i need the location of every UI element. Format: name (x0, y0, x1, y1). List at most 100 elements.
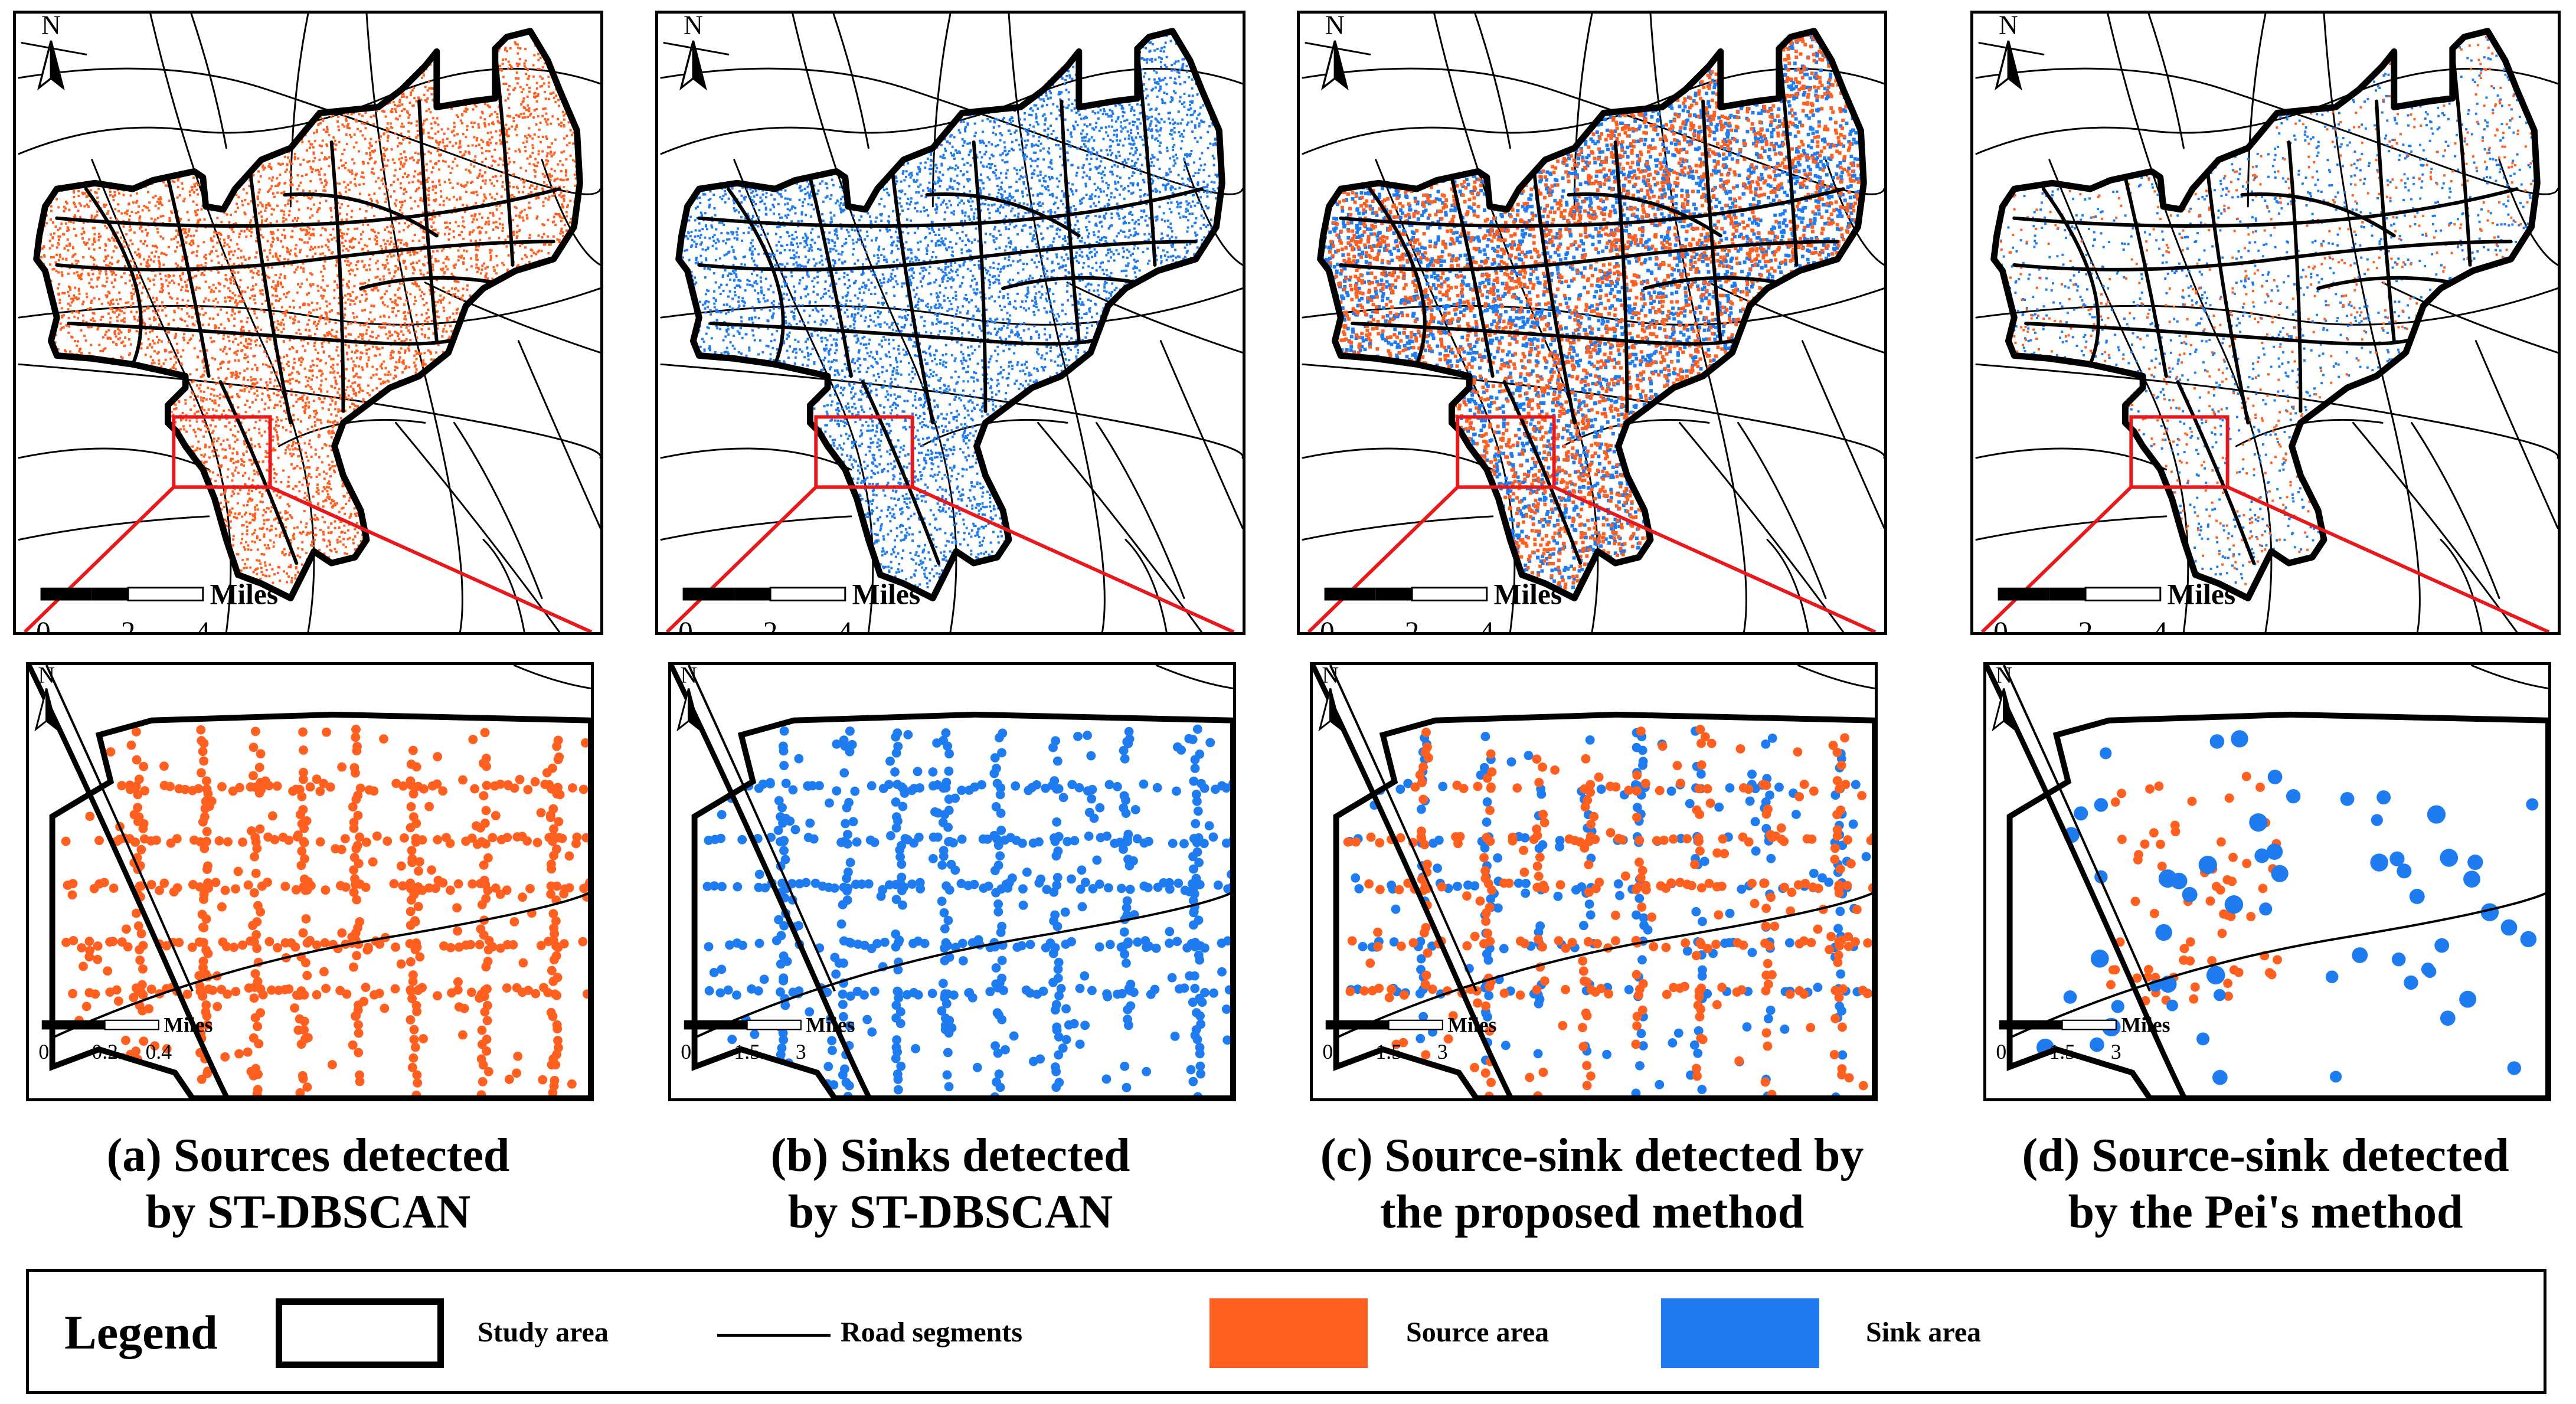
source-point (349, 293, 351, 296)
source-point (540, 140, 542, 143)
source-point (266, 519, 269, 522)
source-point (355, 548, 358, 551)
source-point (471, 144, 474, 147)
source-point (251, 294, 254, 297)
source-point (265, 274, 268, 277)
source-point (515, 125, 518, 128)
source-point (276, 184, 279, 187)
source-point (468, 150, 470, 153)
source-point (322, 533, 325, 536)
source-point (210, 237, 213, 240)
source-point (50, 256, 53, 258)
source-point (272, 236, 274, 239)
source-point (158, 362, 161, 365)
source-point (344, 190, 347, 193)
source-point (223, 327, 226, 330)
source-point (481, 202, 484, 205)
source-point (228, 384, 231, 387)
source-point (291, 184, 294, 186)
source-point (201, 307, 204, 310)
source-point (211, 450, 214, 453)
source-point (439, 184, 442, 186)
source-point (138, 272, 141, 275)
source-point (568, 142, 571, 145)
source-point (352, 542, 355, 545)
source-point (120, 212, 123, 215)
source-point (148, 201, 151, 204)
source-point (162, 263, 165, 266)
source-point (319, 388, 322, 391)
source-point (271, 294, 274, 297)
source-point (352, 246, 355, 248)
source-point (289, 382, 292, 385)
source-point (356, 349, 359, 352)
source-point (465, 184, 468, 187)
source-point (300, 339, 303, 342)
source-point (362, 400, 365, 403)
source-point (313, 410, 316, 413)
source-point (429, 351, 431, 354)
source-point (413, 361, 416, 364)
source-point (427, 336, 430, 339)
source-point (347, 344, 350, 347)
source-point (537, 68, 540, 70)
source-point (363, 264, 366, 267)
source-point (218, 397, 221, 400)
source-point (213, 306, 216, 309)
source-point (71, 336, 74, 339)
source-point (77, 317, 80, 320)
source-point (237, 247, 240, 250)
source-point (306, 428, 309, 431)
source-point (322, 279, 325, 282)
source-point (225, 500, 228, 503)
source-point (452, 312, 455, 315)
source-point (460, 256, 463, 259)
source-point (54, 341, 57, 344)
source-point (528, 207, 531, 210)
source-point (287, 365, 290, 368)
source-point (507, 60, 510, 63)
source-point (272, 447, 275, 450)
source-point (344, 392, 346, 395)
source-point (253, 312, 256, 315)
source-point (273, 541, 275, 544)
source-point (519, 47, 522, 50)
source-point (111, 237, 114, 240)
source-point (109, 337, 112, 340)
source-point (323, 443, 326, 446)
source-point (204, 253, 207, 256)
source-point (393, 243, 395, 246)
source-point (202, 358, 205, 361)
source-point (563, 150, 565, 153)
source-point (266, 507, 269, 510)
source-point (521, 257, 524, 260)
source-point (558, 104, 560, 107)
source-point (343, 524, 346, 527)
source-point (257, 473, 260, 476)
source-point (422, 273, 425, 276)
source-point (383, 192, 386, 195)
source-point (560, 125, 563, 127)
source-point (312, 234, 315, 237)
source-point (256, 369, 259, 372)
source-point (408, 251, 411, 254)
source-point (380, 179, 383, 182)
source-point (344, 313, 346, 316)
source-point (281, 552, 284, 555)
source-point (157, 198, 160, 201)
source-point (103, 203, 105, 206)
source-point (99, 269, 102, 272)
source-point (328, 310, 331, 313)
source-point (538, 67, 541, 70)
source-point (115, 342, 118, 345)
source-point (356, 227, 359, 230)
source-point (311, 214, 314, 217)
source-point (342, 482, 345, 485)
source-point (223, 244, 225, 247)
source-point (347, 123, 350, 125)
source-point (368, 339, 371, 342)
source-point (215, 231, 218, 234)
source-point (562, 234, 565, 237)
source-point (342, 506, 345, 509)
source-point (449, 172, 452, 175)
